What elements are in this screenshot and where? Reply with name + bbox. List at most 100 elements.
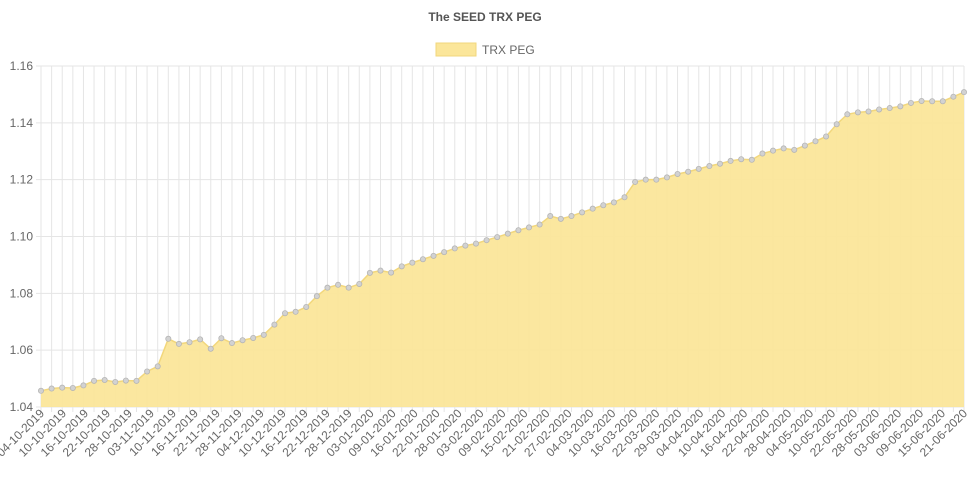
data-point[interactable] [812, 138, 819, 145]
data-point[interactable] [48, 385, 55, 392]
data-point[interactable] [144, 368, 151, 375]
data-point[interactable] [579, 209, 586, 216]
data-point[interactable] [526, 224, 533, 231]
data-point[interactable] [409, 259, 416, 266]
y-axis-ticks: 1.04 1.06 1.08 1.10 1.12 1.14 1.16 [10, 59, 34, 414]
data-point[interactable] [632, 178, 639, 185]
data-point[interactable] [801, 142, 808, 149]
data-point[interactable] [472, 240, 479, 247]
data-point[interactable] [716, 160, 723, 167]
data-point[interactable] [748, 156, 755, 163]
data-point[interactable] [738, 156, 745, 163]
data-point[interactable] [133, 377, 140, 384]
data-point[interactable] [112, 378, 119, 385]
data-point[interactable] [568, 213, 575, 220]
data-point[interactable] [186, 339, 193, 346]
data-point[interactable] [610, 199, 617, 206]
data-point[interactable] [228, 340, 235, 347]
y-tick-label: 1.14 [10, 116, 34, 130]
data-point[interactable] [865, 108, 872, 115]
data-point[interactable] [706, 163, 713, 170]
data-point[interactable] [727, 157, 734, 164]
data-point[interactable] [69, 384, 76, 391]
data-point[interactable] [122, 377, 129, 384]
data-point[interactable] [451, 245, 458, 252]
legend[interactable]: TRX PEG [435, 42, 535, 57]
data-point[interactable] [557, 215, 564, 222]
data-point[interactable] [91, 377, 98, 384]
data-point[interactable] [547, 213, 554, 220]
data-point[interactable] [494, 234, 501, 241]
data-point[interactable] [504, 230, 511, 237]
data-point[interactable] [589, 205, 596, 212]
data-point[interactable] [38, 387, 45, 394]
data-point[interactable] [324, 284, 331, 291]
x-axis-ticks: 04-10-201910-10-201916-10-201922-10-2019… [0, 406, 970, 460]
data-point[interactable] [197, 336, 204, 343]
data-point[interactable] [876, 106, 883, 113]
data-point[interactable] [271, 321, 278, 328]
data-point[interactable] [780, 145, 787, 152]
y-tick-label: 1.12 [10, 173, 34, 187]
data-point[interactable] [260, 331, 267, 338]
data-point[interactable] [939, 98, 946, 105]
data-point[interactable] [282, 310, 289, 317]
data-point[interactable] [356, 280, 363, 287]
data-point[interactable] [398, 263, 405, 270]
data-point[interactable] [175, 340, 182, 347]
data-point[interactable] [80, 382, 87, 389]
data-point[interactable] [377, 267, 384, 274]
data-point[interactable] [642, 176, 649, 183]
data-point[interactable] [345, 284, 352, 291]
data-point[interactable] [961, 89, 968, 96]
data-point[interactable] [674, 170, 681, 177]
y-tick-label: 1.06 [10, 343, 34, 357]
data-point[interactable] [823, 133, 830, 140]
data-point[interactable] [218, 335, 225, 342]
data-point[interactable] [515, 227, 522, 234]
series-area [41, 92, 964, 407]
data-point[interactable] [207, 345, 214, 352]
data-point[interactable] [59, 384, 66, 391]
data-point[interactable] [250, 334, 257, 341]
chart-title: The SEED TRX PEG [428, 10, 541, 24]
data-point[interactable] [897, 103, 904, 110]
data-point[interactable] [366, 269, 373, 276]
data-point[interactable] [844, 111, 851, 118]
legend-label: TRX PEG [482, 43, 535, 57]
data-point[interactable] [685, 168, 692, 175]
data-point[interactable] [462, 242, 469, 249]
data-point[interactable] [430, 252, 437, 259]
data-point[interactable] [695, 165, 702, 172]
data-point[interactable] [441, 249, 448, 256]
data-point[interactable] [239, 337, 246, 344]
data-point[interactable] [770, 147, 777, 154]
data-point[interactable] [907, 99, 914, 106]
data-point[interactable] [600, 202, 607, 209]
data-point[interactable] [303, 303, 310, 310]
data-point[interactable] [918, 97, 925, 104]
data-point[interactable] [536, 221, 543, 228]
data-point[interactable] [313, 293, 320, 300]
y-tick-label: 1.04 [10, 400, 34, 414]
data-point[interactable] [854, 109, 861, 116]
data-point[interactable] [292, 308, 299, 315]
data-point[interactable] [886, 105, 893, 112]
data-point[interactable] [833, 121, 840, 128]
data-point[interactable] [419, 256, 426, 263]
data-point[interactable] [791, 146, 798, 153]
data-point[interactable] [621, 194, 628, 201]
data-point[interactable] [483, 237, 490, 244]
data-point[interactable] [653, 176, 660, 183]
data-point[interactable] [759, 150, 766, 157]
data-point[interactable] [165, 335, 172, 342]
data-point[interactable] [929, 98, 936, 105]
series-line [40, 91, 965, 392]
data-point[interactable] [663, 174, 670, 181]
data-point[interactable] [950, 93, 957, 100]
data-point[interactable] [101, 376, 108, 383]
data-point[interactable] [154, 363, 161, 370]
data-point[interactable] [388, 269, 395, 276]
data-point[interactable] [335, 281, 342, 288]
